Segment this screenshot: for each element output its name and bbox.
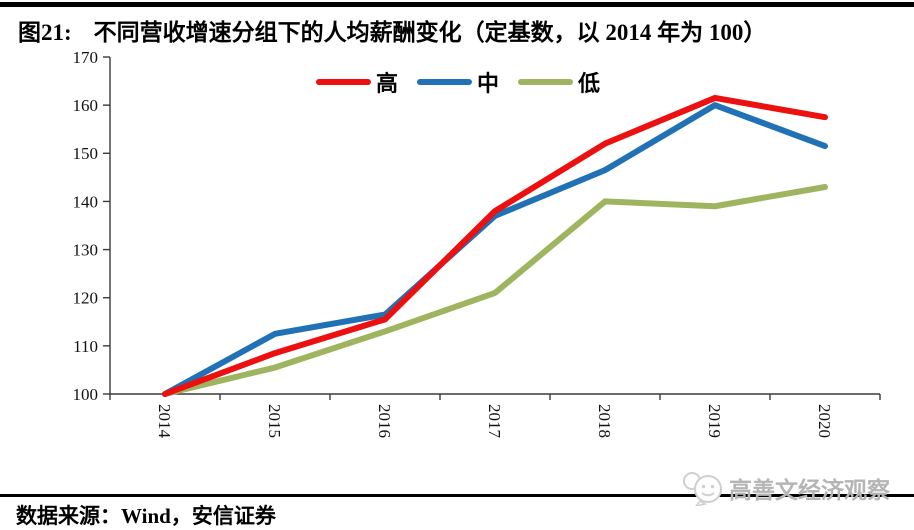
- y-axis-tick-label: 160: [73, 96, 99, 115]
- legend-item-low: 低: [518, 66, 600, 98]
- y-axis-tick-label: 150: [73, 144, 99, 163]
- x-axis-tick-label: 2018: [595, 404, 614, 438]
- legend-swatch-high: [315, 79, 371, 85]
- x-axis-tick-label: 2016: [375, 404, 394, 438]
- chart-title: 图21: 不同营收增速分组下的人均薪酬变化（定基数，以 2014 年为 100）: [18, 13, 766, 47]
- legend-item-high: 高: [315, 66, 398, 98]
- legend-label-high: 高: [375, 71, 398, 96]
- footer-rule: [0, 494, 914, 497]
- legend-swatch-mid: [416, 79, 472, 85]
- wechat-icon: [683, 472, 722, 506]
- x-axis-tick-label: 2019: [705, 404, 724, 438]
- figure-number: 图21:: [18, 20, 72, 45]
- x-axis-tick-label: 2014: [155, 404, 174, 439]
- watermark-text: 高善文经济观察: [729, 477, 890, 503]
- legend-item-mid: 中: [416, 66, 500, 98]
- legend-swatch-low: [518, 79, 574, 85]
- y-axis-tick-label: 140: [73, 192, 99, 211]
- y-axis-tick-label: 130: [73, 241, 99, 260]
- series-line-高: [162, 94, 828, 397]
- legend-label-mid: 中: [476, 71, 500, 96]
- legend-label-low: 低: [578, 71, 601, 96]
- y-axis-tick-label: 100: [73, 385, 99, 404]
- top-rule: [0, 2, 914, 7]
- figure-title-text: 不同营收增速分组下的人均薪酬变化（定基数，以 2014 年为 100）: [93, 20, 767, 45]
- x-axis-tick-label: 2015: [265, 404, 284, 438]
- x-axis-tick-label: 2020: [815, 404, 834, 438]
- y-axis-tick-label: 110: [73, 337, 98, 356]
- line-chart: 100 110 120 130 140 150 160 170 2014 2015 2016 2017…: [73, 48, 881, 439]
- x-axis-tick-label: 2017: [485, 404, 504, 439]
- chart-legend: 高 中 低: [315, 66, 600, 98]
- y-axis-tick-label: 120: [73, 289, 99, 308]
- y-axis-tick-label: 170: [73, 48, 99, 67]
- data-source: 数据来源：Wind，安信证券: [16, 504, 276, 528]
- watermark: 高善文经济观察: [680, 470, 890, 506]
- series-line-低: [162, 183, 828, 397]
- series-line-中: [162, 102, 828, 397]
